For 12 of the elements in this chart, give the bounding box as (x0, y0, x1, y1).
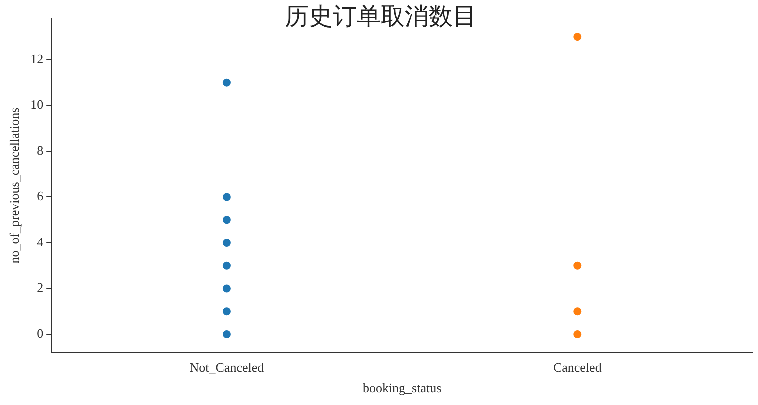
y-axis-title: no_of_previous_cancellations (7, 108, 22, 264)
x-tick-label: Not_Canceled (190, 360, 265, 376)
x-axis-title: booking_status (362, 380, 442, 396)
y-tick-label: 4 (37, 234, 44, 250)
x-tick-label: Canceled (553, 360, 602, 376)
y-tick-label: 12 (30, 51, 44, 66)
y-tick-label: 6 (37, 188, 44, 204)
chart-title: 历史订单取消数目 (285, 2, 477, 31)
y-tick-label: 0 (37, 326, 44, 341)
y-tick-label: 2 (37, 280, 44, 296)
y-tick-label: 10 (30, 97, 44, 112)
y-tick-label: 8 (37, 142, 44, 158)
